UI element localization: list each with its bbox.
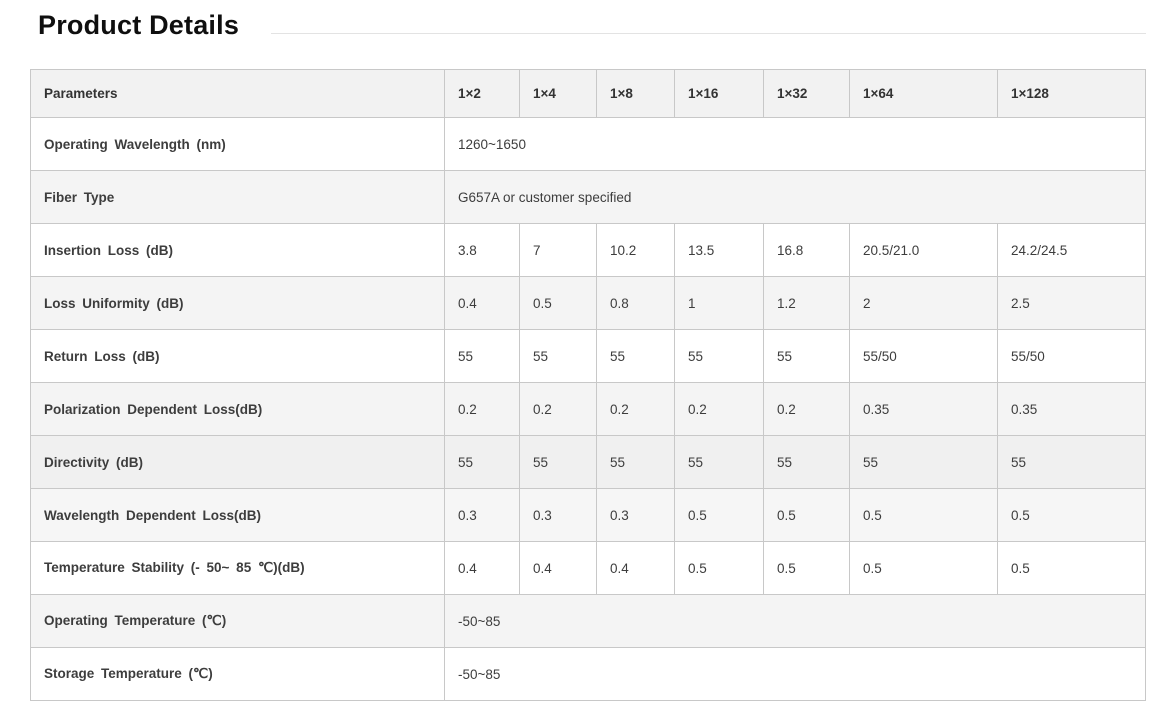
row-label: Temperature Stability (- 50~ 85 ℃)(dB) (30, 541, 445, 595)
value-cell: 10.2 (596, 223, 675, 277)
value-cell: 0.5 (849, 488, 998, 542)
table-row: Loss Uniformity (dB) 0.4 0.5 0.8 1 1.2 2 2.5 (30, 276, 1146, 330)
column-header: 1×128 (997, 69, 1146, 118)
column-header: 1×4 (519, 69, 597, 118)
table-row: Temperature Stability (- 50~ 85 ℃)(dB) 0.… (30, 541, 1146, 595)
value-cell: 0.5 (674, 541, 764, 595)
value-cell: 55 (763, 435, 850, 489)
value-cell: 0.3 (444, 488, 520, 542)
row-label: Operating Wavelength (nm) (30, 117, 445, 171)
span-value-cell: 1260~1650 (444, 117, 1146, 171)
value-cell: 0.2 (444, 382, 520, 436)
column-header: 1×8 (596, 69, 675, 118)
header-row: Parameters 1×2 1×4 1×8 1×16 1×32 1×64 1×128 (30, 69, 1146, 118)
value-cell: 1.2 (763, 276, 850, 330)
row-label: Wavelength Dependent Loss(dB) (30, 488, 445, 542)
table-row: Storage Temperature (℃) -50~85 (30, 647, 1146, 701)
value-cell: 0.2 (763, 382, 850, 436)
product-specs-table: Parameters 1×2 1×4 1×8 1×16 1×32 1×64 1×128 Op… (30, 69, 1146, 701)
table-row: Directivity (dB) 55 55 55 55 55 55 55 (30, 435, 1146, 489)
value-cell: 55 (997, 435, 1146, 489)
value-cell: 0.4 (444, 276, 520, 330)
value-cell: 55 (674, 329, 764, 383)
parameters-header: Parameters (30, 69, 445, 118)
value-cell: 0.5 (674, 488, 764, 542)
value-cell: 0.3 (519, 488, 597, 542)
value-cell: 55 (596, 329, 675, 383)
span-value-cell: -50~85 (444, 594, 1146, 648)
column-header: 1×32 (763, 69, 850, 118)
table-row: Operating Temperature (℃) -50~85 (30, 594, 1146, 648)
span-value-cell: G657A or customer specified (444, 170, 1146, 224)
column-header: 1×2 (444, 69, 520, 118)
table-row: Insertion Loss (dB) 3.8 7 10.2 13.5 16.8 20.5/… (30, 223, 1146, 277)
value-cell: 0.5 (849, 541, 998, 595)
row-label: Storage Temperature (℃) (30, 647, 445, 701)
table-row: Polarization Dependent Loss(dB) 0.2 0.2 0.2… (30, 382, 1146, 436)
row-label: Insertion Loss (dB) (30, 223, 445, 277)
value-cell: 24.2/24.5 (997, 223, 1146, 277)
value-cell: 0.5 (997, 488, 1146, 542)
specs-table-body: Operating Wavelength (nm) 1260~1650 Fiber … (30, 117, 1146, 701)
value-cell: 0.8 (596, 276, 675, 330)
value-cell: 20.5/21.0 (849, 223, 998, 277)
row-label: Loss Uniformity (dB) (30, 276, 445, 330)
title-band: Product Details (0, 0, 1161, 44)
value-cell: 0.35 (849, 382, 998, 436)
table-row: Wavelength Dependent Loss(dB) 0.3 0.3 0.3 0.… (30, 488, 1146, 542)
value-cell: 0.35 (997, 382, 1146, 436)
value-cell: 55 (444, 435, 520, 489)
value-cell: 55 (763, 329, 850, 383)
value-cell: 2.5 (997, 276, 1146, 330)
value-cell: 3.8 (444, 223, 520, 277)
value-cell: 0.2 (674, 382, 764, 436)
value-cell: 0.4 (519, 541, 597, 595)
row-label: Polarization Dependent Loss(dB) (30, 382, 445, 436)
row-label: Return Loss (dB) (30, 329, 445, 383)
value-cell: 0.4 (444, 541, 520, 595)
value-cell: 1 (674, 276, 764, 330)
value-cell: 55 (444, 329, 520, 383)
value-cell: 55/50 (849, 329, 998, 383)
table-row: Operating Wavelength (nm) 1260~1650 (30, 117, 1146, 171)
value-cell: 16.8 (763, 223, 850, 277)
span-value-cell: -50~85 (444, 647, 1146, 701)
table-row: Fiber Type G657A or customer specified (30, 170, 1146, 224)
value-cell: 0.5 (763, 541, 850, 595)
value-cell: 0.5 (997, 541, 1146, 595)
value-cell: 7 (519, 223, 597, 277)
value-cell: 55 (596, 435, 675, 489)
value-cell: 55/50 (997, 329, 1146, 383)
value-cell: 55 (849, 435, 998, 489)
value-cell: 0.4 (596, 541, 675, 595)
value-cell: 0.5 (519, 276, 597, 330)
value-cell: 0.3 (596, 488, 675, 542)
row-label: Operating Temperature (℃) (30, 594, 445, 648)
value-cell: 55 (519, 435, 597, 489)
table-row: Return Loss (dB) 55 55 55 55 55 55/50 55/50 (30, 329, 1146, 383)
product-details-section: Parameters 1×2 1×4 1×8 1×16 1×32 1×64 1×128 Op… (30, 69, 1146, 701)
row-label: Directivity (dB) (30, 435, 445, 489)
value-cell: 2 (849, 276, 998, 330)
column-header: 1×64 (849, 69, 998, 118)
title-rule-line (271, 33, 1146, 34)
value-cell: 0.2 (519, 382, 597, 436)
value-cell: 0.5 (763, 488, 850, 542)
value-cell: 13.5 (674, 223, 764, 277)
row-label: Fiber Type (30, 170, 445, 224)
value-cell: 55 (674, 435, 764, 489)
value-cell: 55 (519, 329, 597, 383)
column-header: 1×16 (674, 69, 764, 118)
page-title: Product Details (38, 10, 240, 40)
value-cell: 0.2 (596, 382, 675, 436)
